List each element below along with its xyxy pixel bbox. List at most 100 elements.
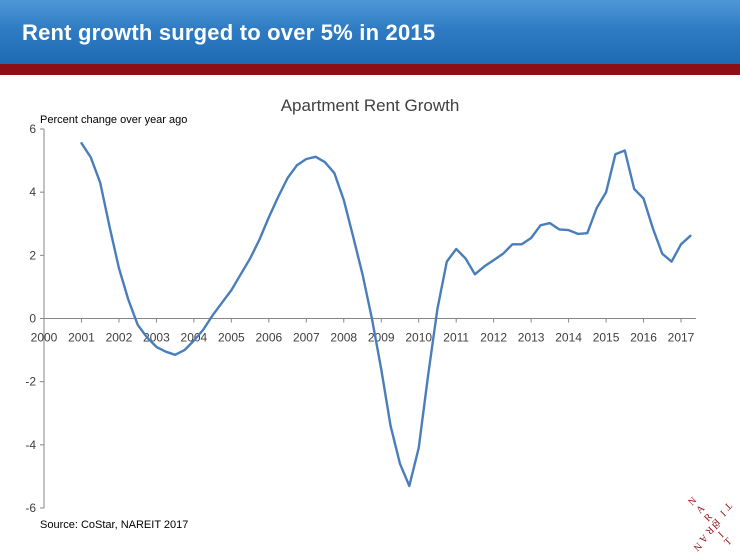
data-point [155, 346, 157, 348]
data-point [614, 153, 617, 155]
x-tick-label: 2006 [255, 331, 282, 345]
logo-letter: I [716, 530, 726, 540]
data-point [193, 340, 195, 342]
data-point [633, 188, 635, 190]
y-tick-label: 4 [29, 185, 36, 199]
data-point [652, 227, 654, 230]
data-point [324, 161, 326, 163]
x-tick-label: 2004 [181, 331, 208, 345]
y-tick-label: 0 [29, 312, 36, 326]
data-point [202, 329, 204, 331]
header-accent-band [0, 64, 740, 75]
data-point [277, 196, 279, 198]
data-point [90, 156, 92, 158]
y-tick-label: -2 [25, 375, 36, 389]
x-tick-label: 2013 [518, 331, 545, 345]
data-point [165, 351, 167, 353]
x-tick-label: 2002 [106, 331, 133, 345]
data-point [361, 273, 364, 275]
data-point [146, 336, 148, 338]
x-tick-label: 2007 [293, 331, 320, 345]
y-tick-label: -6 [25, 501, 36, 515]
data-point [661, 253, 663, 255]
data-point [352, 235, 354, 237]
data-point [605, 191, 607, 193]
data-point [642, 197, 645, 200]
data-point [183, 349, 186, 351]
logo-letter: T [722, 536, 734, 548]
data-point [483, 265, 485, 267]
y-tick-labels: 6 4 2 0 -2 -4 -6 [25, 122, 36, 515]
data-point [474, 273, 476, 275]
data-point [127, 299, 129, 301]
data-point [530, 237, 532, 239]
data-point [99, 182, 101, 184]
data-point [446, 261, 448, 263]
slide-header: Rent growth surged to over 5% in 2015 [0, 0, 740, 64]
data-point [624, 149, 626, 152]
data-point [558, 228, 560, 230]
data-point [689, 235, 692, 237]
data-point [408, 485, 410, 487]
data-point [240, 273, 242, 275]
chart-series [80, 142, 692, 488]
y-tick-label: -4 [25, 438, 36, 452]
slide-title: Rent growth surged to over 5% in 2015 [22, 20, 436, 45]
x-tick-label: 2000 [31, 331, 58, 345]
source-note: Source: CoStar, NAREIT 2017 [40, 519, 189, 531]
data-point [230, 289, 232, 291]
data-point [80, 142, 83, 144]
data-point [249, 257, 251, 260]
data-point [296, 164, 298, 166]
logo-letter: I [718, 508, 728, 518]
logo-letter: N [688, 496, 699, 508]
data-point [539, 224, 542, 226]
x-tick-label: 2008 [330, 331, 357, 345]
data-point [221, 302, 223, 304]
data-point [137, 324, 139, 326]
x-tick-label: 2011 [443, 331, 469, 345]
x-tick-label: 2012 [480, 331, 507, 345]
data-point [680, 243, 682, 245]
data-point [371, 317, 373, 320]
data-point [436, 308, 438, 310]
y-tick-label: 2 [29, 248, 36, 262]
data-point [586, 232, 588, 234]
data-point [568, 229, 570, 231]
data-point [465, 257, 467, 260]
y-tick-label: 6 [29, 122, 36, 136]
x-tick-label: 2010 [405, 331, 432, 345]
x-tick-labels: 2000 2001 2002 2003 2004 2005 2006 2007 2008 2009… [31, 331, 695, 345]
x-tick-label: 2009 [368, 331, 395, 345]
data-point [671, 261, 673, 263]
data-point [596, 207, 598, 209]
data-point [174, 354, 176, 356]
x-tick-label: 2017 [668, 331, 695, 345]
data-point [258, 238, 261, 241]
x-tick-label: 2005 [218, 331, 245, 345]
data-point [502, 253, 504, 255]
x-tick-label: 2014 [555, 331, 582, 345]
data-point [212, 314, 214, 316]
data-point [390, 425, 392, 427]
data-point [493, 259, 495, 261]
x-tick-label: 2016 [630, 331, 657, 345]
chart-axes [40, 128, 696, 509]
chart-title: Apartment Rent Growth [280, 96, 460, 115]
data-point [305, 158, 307, 160]
data-point [521, 243, 523, 245]
data-point [427, 374, 429, 376]
data-point [455, 248, 457, 250]
data-point [549, 222, 551, 224]
data-point [343, 199, 345, 201]
series-line-0 [80, 142, 692, 488]
data-point [315, 156, 317, 158]
data-point [511, 243, 513, 245]
data-point [109, 226, 111, 228]
data-point [380, 368, 382, 370]
data-point [118, 267, 120, 269]
data-point [418, 447, 420, 449]
data-point [268, 216, 270, 218]
